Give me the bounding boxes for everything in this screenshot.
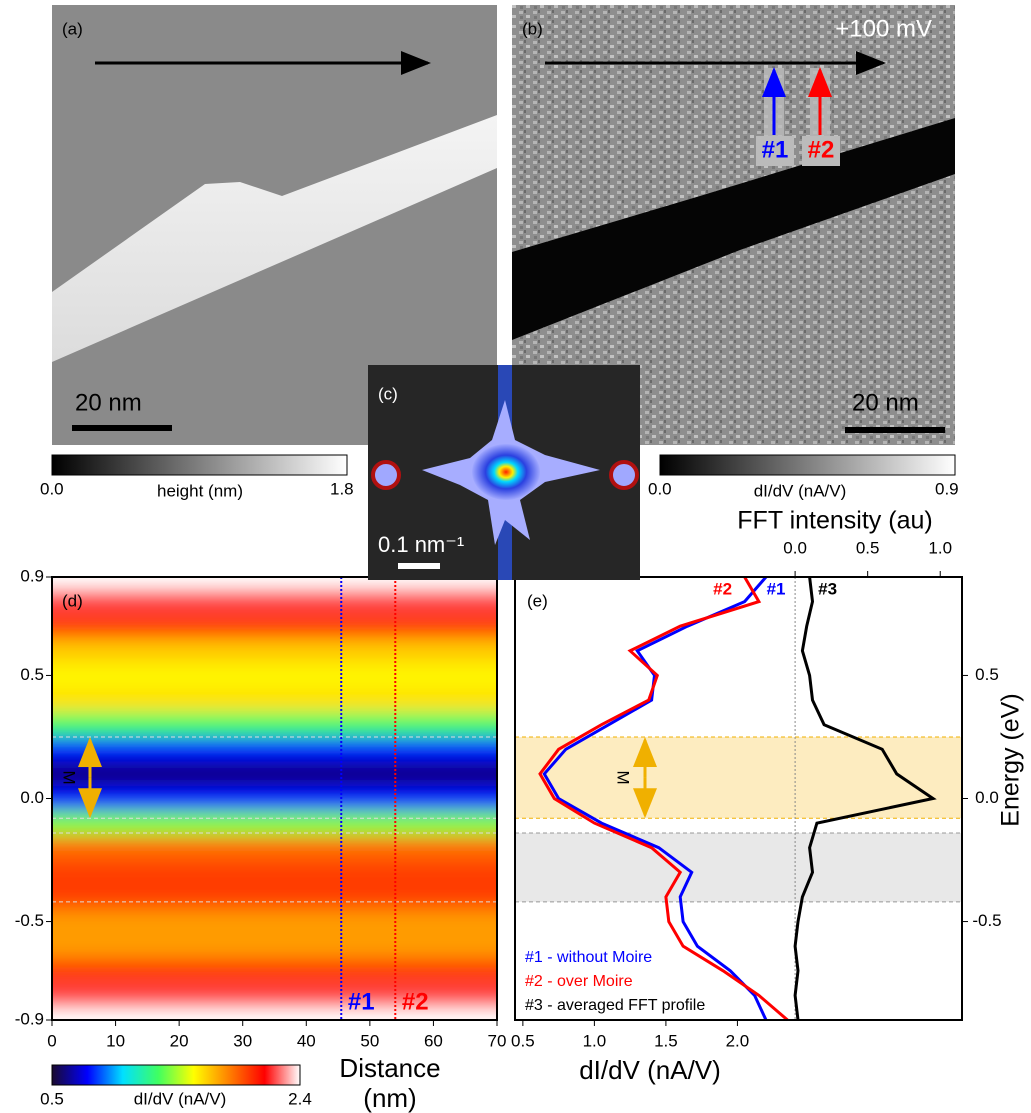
y-tick-label: 0.0	[975, 788, 999, 807]
heatmap-cell	[52, 712, 497, 738]
moire-spot	[611, 462, 637, 488]
series-tag: #2	[713, 579, 732, 598]
x2-tick-label: 1.0	[928, 538, 952, 557]
bias-label: +100 mV	[835, 15, 932, 42]
heatmap-cell	[52, 688, 497, 714]
x-tick-label: 0	[47, 1031, 56, 1050]
heatmap-cell	[52, 958, 497, 984]
y-tick-label: -0.9	[15, 1009, 44, 1028]
moire-spot	[373, 462, 399, 488]
x-tick-label: 2.0	[726, 1031, 750, 1050]
band-label: M	[614, 770, 633, 784]
panel-c: (c) 0.1 nm⁻¹	[368, 365, 640, 580]
colorbar-label: dI/dV (nA/V)	[134, 1089, 227, 1108]
y-tick-label: -0.5	[972, 911, 1001, 930]
heatmap-cell	[52, 663, 497, 689]
colorbar-max: 0.9	[935, 479, 959, 498]
marker-label: #1	[348, 988, 375, 1015]
marker-label: #2	[808, 136, 835, 163]
heatmap-cell	[52, 762, 497, 788]
y-tick-label: 0.5	[975, 665, 999, 684]
panel-label: (e)	[527, 591, 548, 610]
marker-label: #1	[762, 136, 789, 163]
series-tag: #3	[818, 579, 837, 598]
heatmap-cell	[52, 737, 497, 763]
colorbar-min: 0.0	[648, 479, 672, 498]
legend-entry: #1 - without Moire	[525, 949, 652, 966]
colorbar	[660, 455, 955, 475]
heatmap-cell	[52, 934, 497, 960]
heatmap-cell	[52, 639, 497, 665]
colorbar-label: height (nm)	[157, 481, 243, 500]
y-tick-label: -0.5	[15, 911, 44, 930]
heatmap-cells	[52, 557, 497, 1041]
scale-bar-label: 20 nm	[852, 389, 919, 416]
heatmap-cell	[52, 860, 497, 886]
series-tag: #1	[767, 579, 786, 598]
x-tick-label: 50	[360, 1031, 379, 1050]
x2-tick-label: 0.0	[783, 538, 807, 557]
y-tick-label: 0.5	[20, 665, 44, 684]
x2-axis-label: FFT intensity (au)	[737, 507, 932, 535]
band-label: M	[60, 770, 79, 784]
heatmap-cell	[52, 835, 497, 861]
panel-label: (d)	[62, 591, 83, 610]
y-tick-label: 0.0	[20, 788, 44, 807]
x-tick-label: 40	[297, 1031, 316, 1050]
x-tick-label: 1.0	[583, 1031, 607, 1050]
band	[515, 833, 962, 902]
heatmap-cell	[52, 589, 497, 615]
heatmap	[52, 557, 497, 1041]
panel-label: (c)	[378, 384, 398, 403]
x-tick-label: 1.5	[654, 1031, 678, 1050]
charts: M #1 #2 (d) 0 10 20 30 40 50 60 70 0.9 0.5 0.0 -0.5 -0.9…	[15, 507, 1025, 1113]
x-tick-label: 60	[424, 1031, 443, 1050]
x2-tick-label: 0.5	[856, 538, 880, 557]
legend-entry: #2 - over Moire	[525, 973, 633, 990]
fft-center	[472, 444, 540, 500]
y-tick-label: 0.9	[20, 566, 44, 585]
colorbar-label: dI/dV (nA/V)	[754, 481, 847, 500]
colorbar	[52, 1065, 300, 1085]
y-axis-label: Energy (eV)	[997, 693, 1025, 826]
scale-bar-label: 20 nm	[75, 389, 142, 416]
marker-label: #2	[402, 988, 429, 1015]
x-axis-label: dI/dV (nA/V)	[579, 1055, 721, 1085]
figure: (a) 20 nm 0.0 height (nm) 1.8 +100 mV #1…	[0, 0, 1031, 1113]
scale-bar-label: 0.1 nm⁻¹	[378, 532, 464, 557]
heatmap-cell	[52, 909, 497, 935]
heatmap-cell	[52, 786, 497, 812]
colorbar-min: 0.0	[40, 479, 64, 498]
colorbar-tick-label: 2.4	[288, 1089, 312, 1108]
x-tick-label: 10	[106, 1031, 125, 1050]
x-tick-label: 0.5	[511, 1031, 535, 1050]
x-axis-label: (nm)	[363, 1083, 416, 1113]
panel-label: (a)	[62, 19, 83, 38]
x-tick-label: 70	[488, 1031, 507, 1050]
colorbar-tick-label: 0.5	[40, 1089, 64, 1108]
panel-label: (b)	[522, 19, 543, 38]
x-tick-label: 20	[170, 1031, 189, 1050]
x-tick-label: 30	[233, 1031, 252, 1050]
colorbar	[52, 455, 347, 475]
x-axis-label: Distance	[339, 1053, 440, 1083]
colorbar-max: 1.8	[330, 479, 354, 498]
heatmap-cell	[52, 614, 497, 640]
heatmap-cell	[52, 885, 497, 911]
heatmap-cell	[52, 983, 497, 1009]
legend-entry: #3 - averaged FFT profile	[525, 997, 705, 1014]
